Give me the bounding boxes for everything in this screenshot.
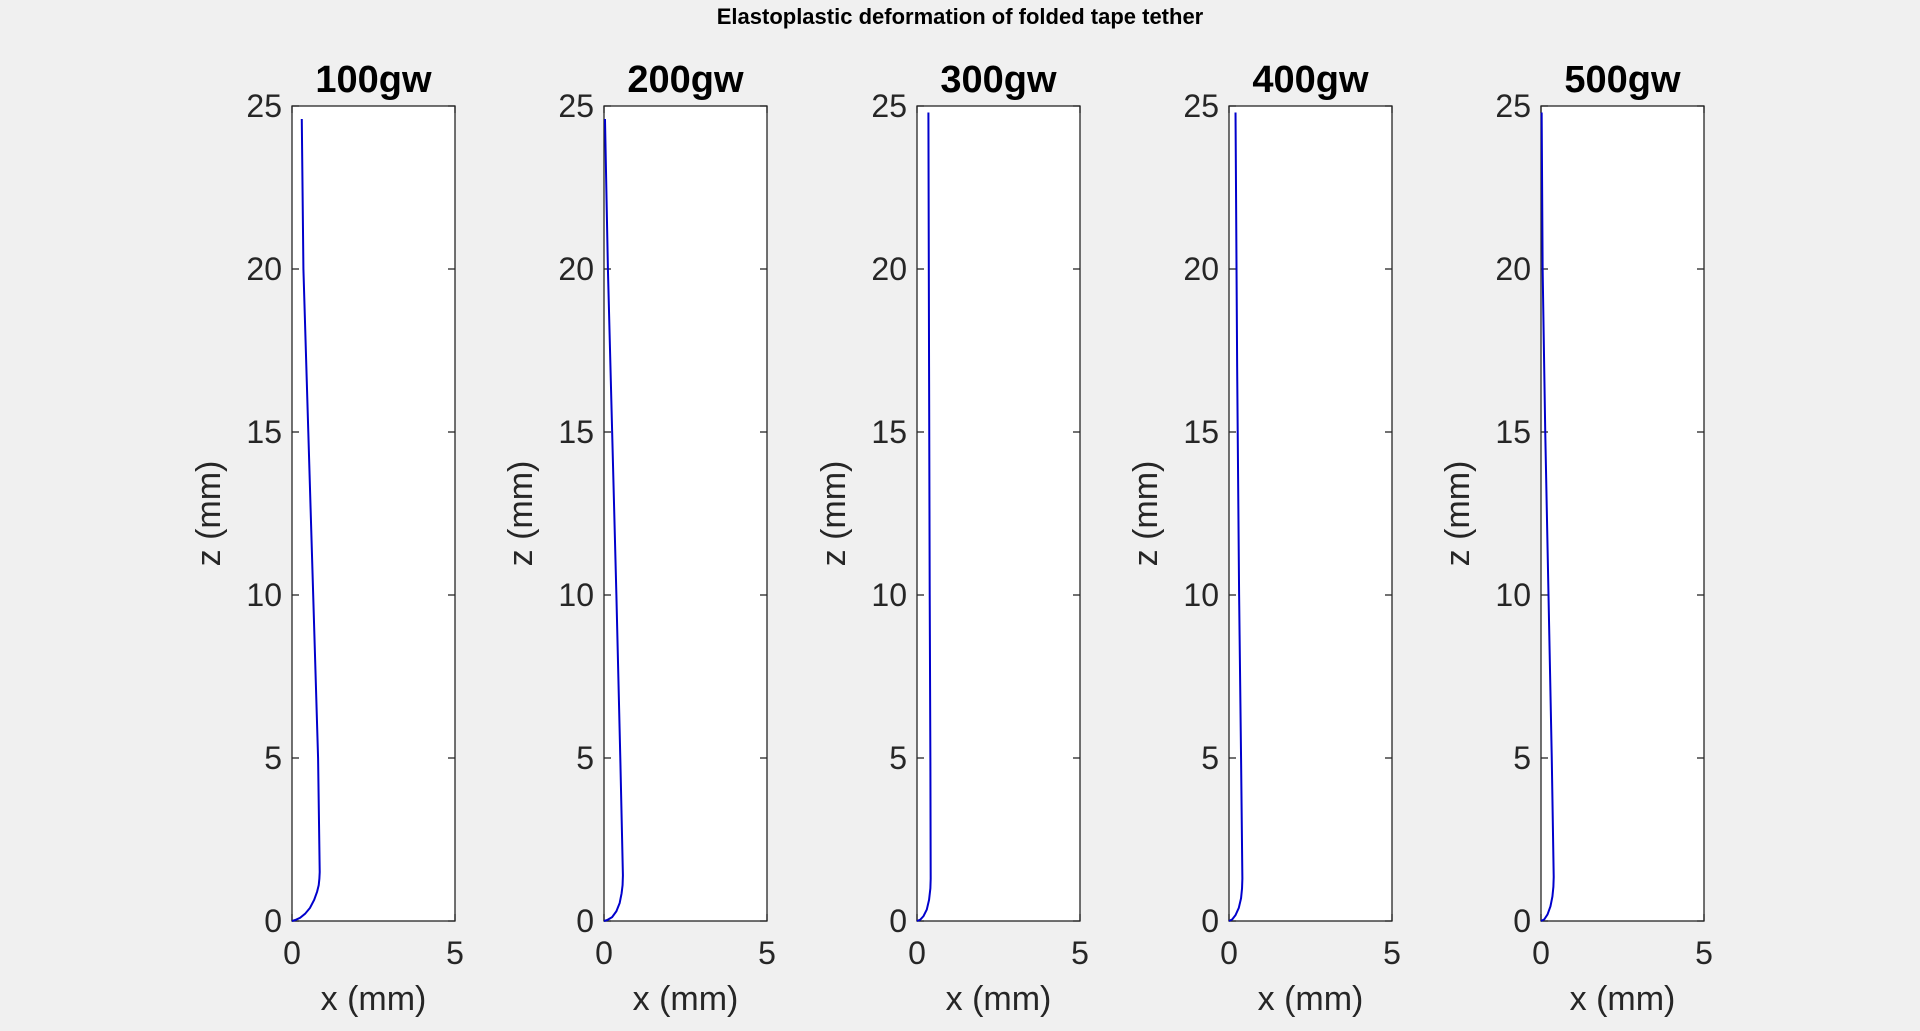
- x-tick-label: 5: [1383, 935, 1401, 971]
- subplot-1: 0 5 10 15 20 25 0 5 100gw x (mm) z (mm): [190, 59, 464, 1018]
- x-tick-label: 5: [1071, 935, 1089, 971]
- y-tick-label: 10: [558, 577, 594, 613]
- y-tick-label: 25: [871, 88, 907, 124]
- y-tick-label: 15: [558, 414, 594, 450]
- axes-box: [603, 105, 768, 922]
- y-tick-label: 0: [1201, 903, 1219, 939]
- x-tick-label: 0: [1532, 935, 1550, 971]
- x-tick-label: 0: [908, 935, 926, 971]
- y-tick-label: 10: [871, 577, 907, 613]
- axes-box: [291, 105, 456, 922]
- y-tick-label: 15: [871, 414, 907, 450]
- panel-title: 500gw: [1564, 59, 1681, 101]
- y-tick-label: 0: [889, 903, 907, 939]
- y-tick-label: 5: [1513, 740, 1531, 776]
- y-axis-label: z (mm): [1127, 461, 1165, 567]
- y-tick-label: 10: [246, 577, 282, 613]
- y-tick-label: 20: [1183, 251, 1219, 287]
- y-tick-label: 5: [264, 740, 282, 776]
- subplot-4: 0 5 10 15 20 25 0 5 400gw x (mm) z (mm): [1127, 59, 1401, 1018]
- x-tick-label: 0: [283, 935, 301, 971]
- tether-profile-line: [916, 112, 932, 922]
- y-tick-label: 25: [246, 88, 282, 124]
- y-axis-label: z (mm): [502, 461, 540, 567]
- x-axis-label: x (mm): [946, 980, 1052, 1018]
- panel-title: 300gw: [940, 59, 1057, 101]
- panel-title: 100gw: [315, 59, 432, 101]
- panel-title: 200gw: [627, 59, 744, 101]
- x-tick-label: 5: [758, 935, 776, 971]
- x-axis-label: x (mm): [321, 980, 427, 1018]
- x-tick-label: 0: [595, 935, 613, 971]
- panel-title: 400gw: [1252, 59, 1369, 101]
- y-tick-label: 5: [1201, 740, 1219, 776]
- y-tick-label: 10: [1495, 577, 1531, 613]
- y-tick-label: 5: [576, 740, 594, 776]
- tether-profile-line: [1540, 112, 1555, 922]
- x-axis-label: x (mm): [1258, 980, 1364, 1018]
- axes-box: [916, 105, 1081, 922]
- y-tick-label: 20: [246, 251, 282, 287]
- tether-profile-line: [291, 119, 321, 922]
- subplot-3: 0 5 10 15 20 25 0 5 300gw x (mm) z (mm): [815, 59, 1089, 1018]
- figure-title: Elastoplastic deformation of folded tape…: [716, 4, 1204, 29]
- y-tick-label: 15: [1495, 414, 1531, 450]
- x-axis-label: x (mm): [633, 980, 739, 1018]
- x-tick-label: 5: [1695, 935, 1713, 971]
- y-axis-label: z (mm): [815, 461, 853, 567]
- y-axis-label: z (mm): [1439, 461, 1477, 567]
- y-tick-label: 20: [558, 251, 594, 287]
- y-tick-label: 0: [1513, 903, 1531, 939]
- y-tick-label: 20: [871, 251, 907, 287]
- y-tick-label: 0: [576, 903, 594, 939]
- y-axis-label: z (mm): [190, 461, 228, 567]
- y-tick-label: 25: [558, 88, 594, 124]
- y-tick-label: 25: [1183, 88, 1219, 124]
- x-axis-label: x (mm): [1570, 980, 1676, 1018]
- tether-profile-line: [603, 119, 624, 922]
- y-tick-label: 5: [889, 740, 907, 776]
- y-tick-label: 15: [1183, 414, 1219, 450]
- y-tick-label: 25: [1495, 88, 1531, 124]
- y-tick-label: 10: [1183, 577, 1219, 613]
- y-tick-label: 20: [1495, 251, 1531, 287]
- axes-box: [1540, 105, 1705, 922]
- y-tick-label: 0: [264, 903, 282, 939]
- y-tick-label: 15: [246, 414, 282, 450]
- subplot-5: 0 5 10 15 20 25 0 5 500gw x (mm) z (mm): [1439, 59, 1713, 1018]
- subplot-2: 0 5 10 15 20 25 0 5 200gw x (mm) z (mm): [502, 59, 776, 1018]
- tether-profile-line: [1228, 112, 1244, 922]
- axes-box: [1228, 105, 1393, 922]
- x-tick-label: 0: [1220, 935, 1238, 971]
- x-tick-label: 5: [446, 935, 464, 971]
